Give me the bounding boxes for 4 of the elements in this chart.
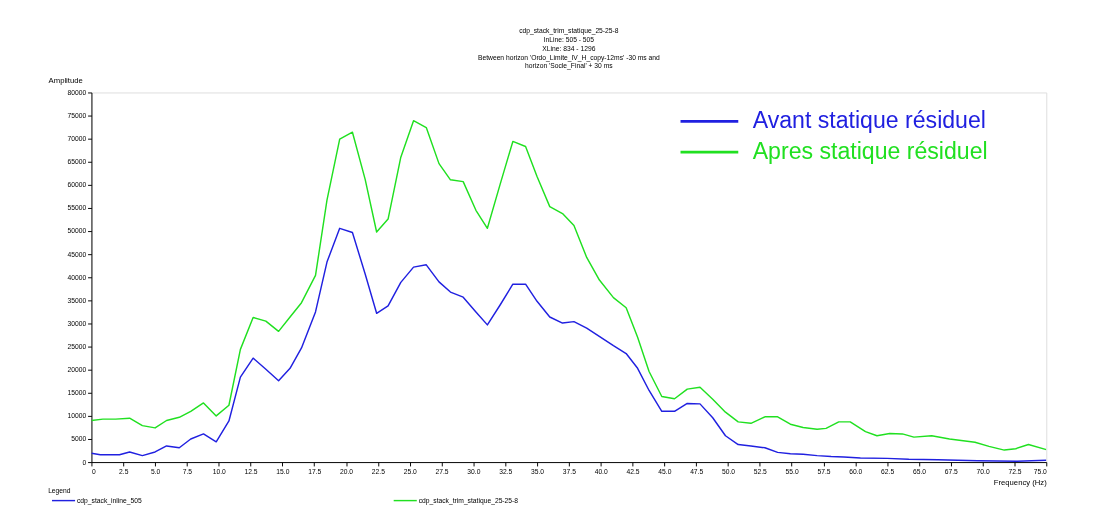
x-axis-title: Frequency (Hz): [993, 477, 1048, 487]
legend-label: Apres statique résiduel: [752, 137, 988, 164]
y-axis-title: Amplitude: [48, 76, 83, 86]
legend-label: Avant statique résiduel: [752, 107, 986, 134]
